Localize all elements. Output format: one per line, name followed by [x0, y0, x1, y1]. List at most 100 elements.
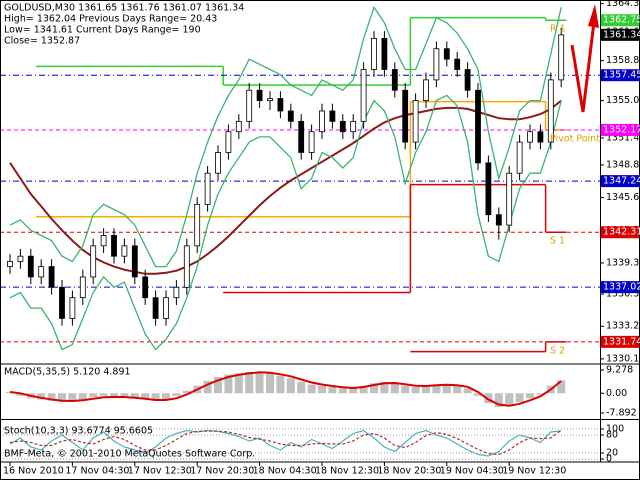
- candle-body: [277, 98, 284, 112]
- candle-body: [246, 89, 253, 122]
- price-marker: [601, 226, 639, 239]
- candle-body: [142, 276, 149, 299]
- level-tag: R 1: [550, 24, 566, 35]
- macd-bar: [359, 385, 368, 394]
- candle-body: [256, 89, 263, 102]
- x-tick-label: 18 Nov 04:30: [253, 466, 317, 477]
- macd-bar: [162, 393, 170, 400]
- y-tick-label: 1339.35: [606, 257, 640, 268]
- y-tick-label: 20: [606, 447, 618, 458]
- y-tick-label: 1345.65: [606, 192, 640, 203]
- level-tag: S 1: [550, 236, 565, 247]
- macd-bar: [224, 374, 233, 394]
- candle-body: [495, 214, 502, 226]
- price-marker: [601, 281, 639, 294]
- x-tick-label: 17 Nov 04:30: [65, 466, 129, 477]
- candle-body: [443, 48, 450, 60]
- macd-bar: [526, 393, 534, 399]
- candle-body: [194, 203, 201, 247]
- macd-bar: [401, 385, 410, 394]
- macd-bar: [422, 385, 430, 394]
- macd-bar: [328, 387, 337, 394]
- candle-body: [547, 79, 554, 143]
- candle-body: [7, 260, 13, 267]
- price-marker-label: 1342.31: [603, 227, 640, 238]
- candle-body: [298, 120, 305, 153]
- candle-body: [339, 120, 346, 133]
- candle-body: [308, 131, 315, 153]
- price-panel: R 1 Pivot Point S 1 S 2 GOLDUSD,M30 1361.65 …: [0, 3, 600, 356]
- candle-body: [163, 297, 169, 319]
- candle-body: [17, 255, 24, 262]
- macd-bar: [484, 393, 493, 404]
- candle-body: [48, 266, 55, 288]
- macd-bar: [494, 393, 503, 407]
- candle-body: [69, 297, 76, 319]
- macd-bar: [214, 377, 222, 394]
- macd-bar: [286, 378, 295, 394]
- candle-body: [360, 69, 367, 122]
- candle-body: [287, 110, 294, 122]
- candle-body: [454, 58, 461, 70]
- x-tick-label: 17 Nov 12:30: [128, 466, 192, 477]
- header-text: GOLDUSD,M30 1361.65 1361.76 1361.07 1361…: [4, 3, 244, 14]
- macd-bar: [68, 393, 77, 401]
- y-tick-label: 9.278: [606, 365, 633, 376]
- macd-bar: [78, 393, 87, 400]
- series-line: [9, 94, 562, 351]
- x-tick-label: 17 Nov 20:30: [190, 466, 254, 477]
- forecast-arrow: [570, 21, 596, 113]
- price-marker-label: 1362.75: [603, 15, 640, 26]
- candle-body: [423, 79, 429, 102]
- candle-body: [79, 276, 86, 299]
- price-marker: [601, 335, 639, 348]
- macd-bar: [411, 387, 420, 394]
- y-tick-label: 1330.10: [606, 353, 640, 364]
- price-marker-label: 1361.34: [603, 29, 640, 40]
- candle-body: [131, 245, 138, 278]
- macd-bar: [182, 390, 191, 394]
- candle-body: [204, 172, 211, 205]
- macd-bar: [172, 393, 181, 396]
- header-text: Close= 1352.87: [4, 36, 80, 47]
- price-marker-label: 1357.45: [603, 70, 640, 81]
- macd-bar: [234, 373, 243, 394]
- candle-body: [59, 286, 65, 319]
- candle-body: [485, 162, 492, 216]
- x-tick-label: 18 Nov 12:30: [315, 466, 379, 477]
- y-tick-label: 1351.40: [606, 132, 640, 143]
- price-marker: [601, 28, 639, 41]
- macd-bar: [380, 382, 389, 394]
- macd-bar: [515, 393, 524, 402]
- candle-body: [527, 131, 533, 143]
- macd-bar: [266, 373, 274, 394]
- y-tick-label: -7.892: [606, 407, 637, 418]
- macd-bar: [99, 393, 108, 396]
- series-line: [9, 5, 562, 268]
- candle-body: [235, 120, 242, 133]
- price-marker: [601, 14, 639, 27]
- candle-body: [329, 110, 336, 122]
- macd-bar: [130, 393, 139, 399]
- macd-panel: MACD(5,35,5) 5.120 4.891: [4, 367, 566, 407]
- indicator-title: MACD(5,35,5) 5.120 4.891: [4, 367, 131, 378]
- macd-bar: [37, 393, 46, 400]
- y-tick-label: 0: [606, 453, 612, 464]
- y-tick-label: 1364.35: [606, 0, 640, 9]
- candle-body: [183, 245, 190, 288]
- candle-body: [152, 297, 159, 319]
- macd-bar: [536, 393, 545, 395]
- macd-bar: [58, 393, 66, 402]
- candle-body: [27, 255, 34, 278]
- series-line: [9, 99, 562, 275]
- macd-bar: [474, 393, 482, 396]
- price-marker-label: 1352.17: [603, 124, 640, 135]
- candle-body: [371, 37, 377, 70]
- candle-body: [173, 286, 180, 299]
- x-tick-label: 18 Nov 20:30: [377, 466, 441, 477]
- y-tick-label: 1355.00: [606, 95, 640, 106]
- series-line: [9, 371, 562, 407]
- macd-bar: [432, 384, 441, 394]
- price-marker-label: 1331.74: [603, 336, 640, 347]
